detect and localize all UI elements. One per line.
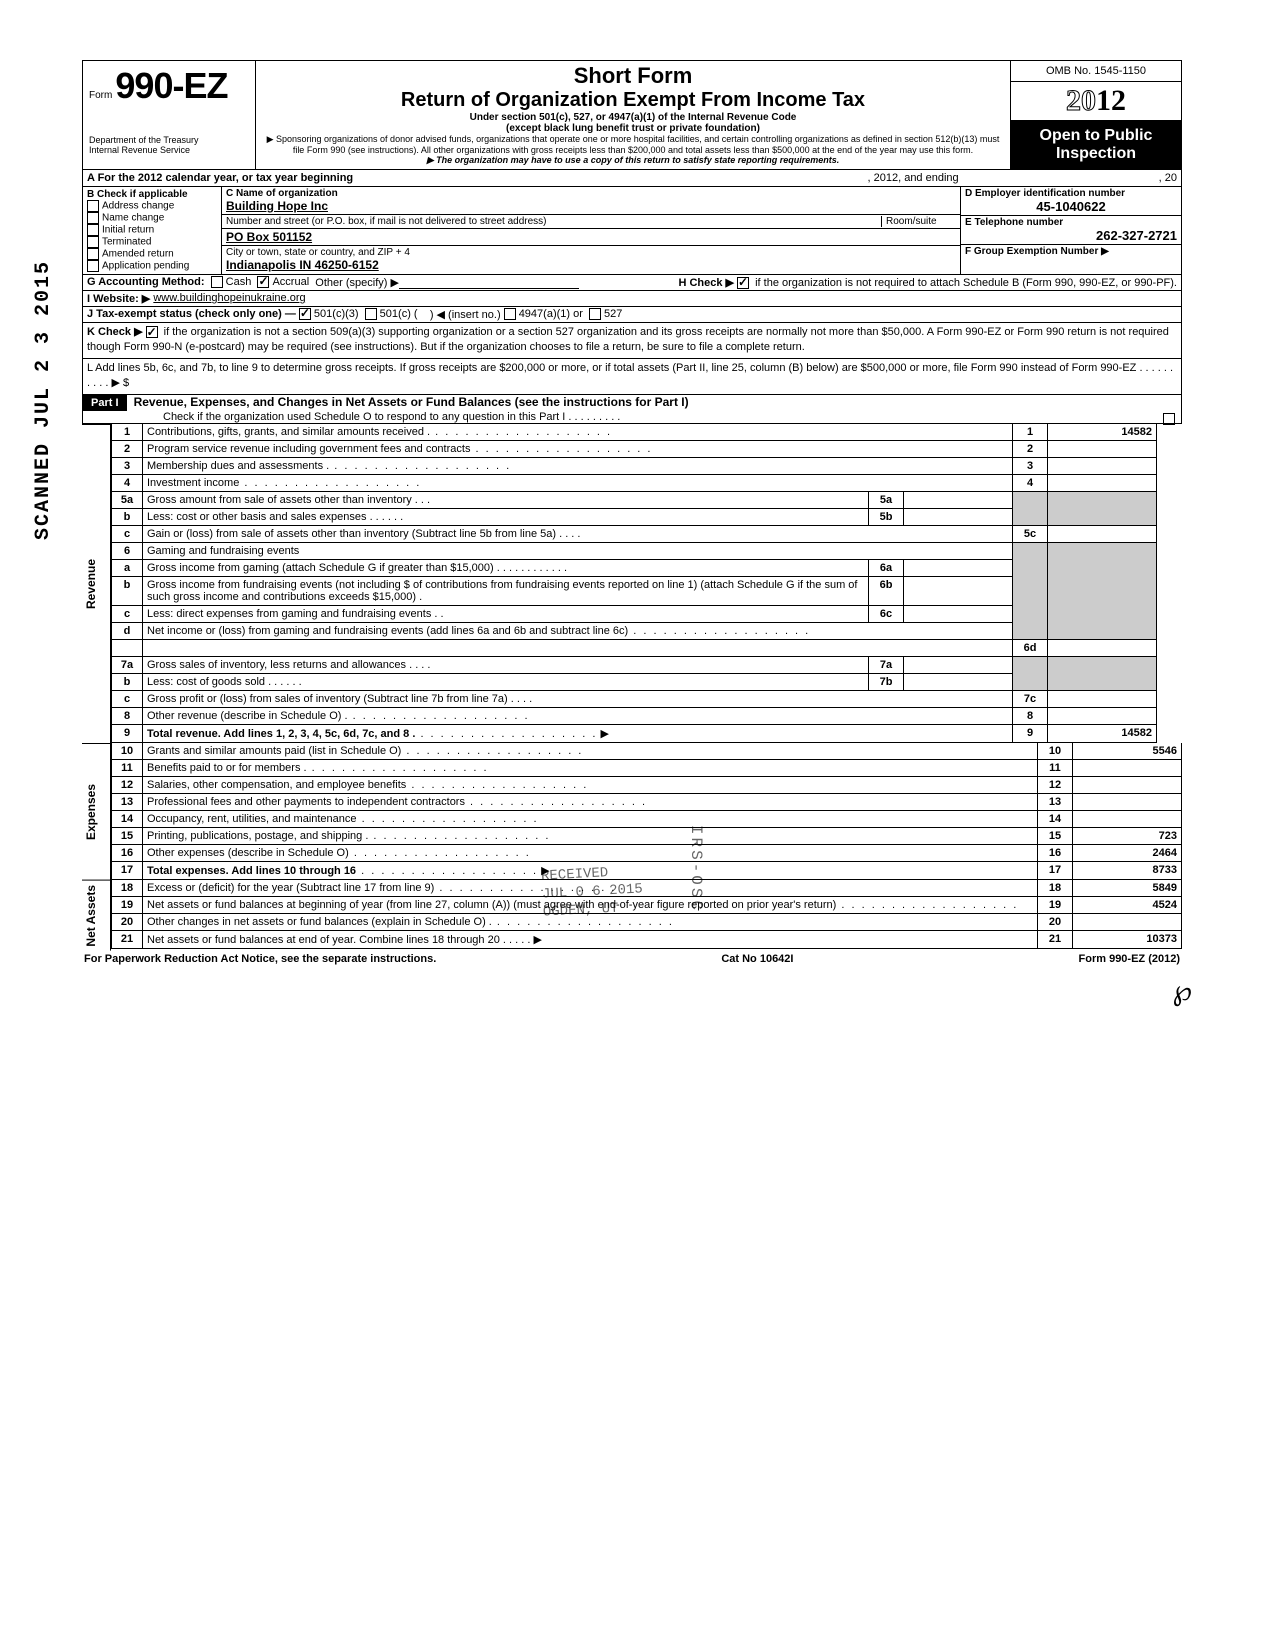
- tax-year: 2012: [1011, 82, 1181, 121]
- form-prefix: Form: [89, 90, 112, 101]
- section-b: B Check if applicable Address change Nam…: [83, 187, 222, 274]
- checkbox-address-change[interactable]: [87, 200, 99, 212]
- row-i-label: I Website: ▶: [87, 293, 150, 305]
- org-address: PO Box 501152: [226, 230, 312, 244]
- expenses-table: 10Grants and similar amounts paid (list …: [111, 743, 1182, 880]
- checkbox-accrual[interactable]: [257, 276, 269, 288]
- checkbox-application-pending[interactable]: [87, 260, 99, 272]
- netassets-table: 18Excess or (deficit) for the year (Subt…: [111, 880, 1182, 949]
- department: Department of the Treasury Internal Reve…: [89, 135, 249, 155]
- revenue-table: 1Contributions, gifts, grants, and simil…: [111, 424, 1157, 743]
- irs-osc-stamp: IRS-OSC: [687, 825, 705, 913]
- short-form-title: Short Form: [262, 63, 1004, 89]
- website: www.buildinghopeinukraine.org: [153, 292, 305, 305]
- telephone: 262-327-2721: [965, 228, 1177, 243]
- initial-mark: ℘: [1172, 974, 1192, 1008]
- subtitle-2: ▶ Sponsoring organizations of donor advi…: [262, 134, 1004, 155]
- revenue-label: Revenue: [82, 424, 111, 743]
- received-stamp: RECEIVED JUL 0 6 2015 OGDEN, UT: [541, 862, 645, 922]
- org-name: Building Hope Inc: [226, 199, 328, 213]
- part1-title: Revenue, Expenses, and Changes in Net As…: [130, 393, 693, 411]
- open-public: Open to Public Inspection: [1011, 121, 1181, 169]
- section-d-label: D Employer identification number: [965, 188, 1125, 199]
- scanned-stamp: SCANNED JUL 2 3 2015: [32, 260, 55, 540]
- checkbox-part1-scho[interactable]: [1163, 413, 1175, 425]
- netassets-label: Net Assets: [82, 880, 111, 951]
- row-h-desc: if the organization is not required to a…: [755, 277, 1177, 289]
- part1-label: Part I: [83, 395, 127, 411]
- checkbox-name-change[interactable]: [87, 212, 99, 224]
- checkbox-501c[interactable]: [365, 308, 377, 320]
- row-g-label: G Accounting Method:: [87, 276, 205, 288]
- expenses-label: Expenses: [82, 743, 111, 880]
- checkbox-initial-return[interactable]: [87, 224, 99, 236]
- form-header: Form 990-EZ Department of the Treasury I…: [82, 60, 1182, 170]
- checkbox-501c3[interactable]: [299, 308, 311, 320]
- org-city: Indianapolis IN 46250-6152: [226, 258, 379, 272]
- return-title: Return of Organization Exempt From Incom…: [262, 89, 1004, 112]
- subtitle-3: ▶ The organization may have to use a cop…: [262, 155, 1004, 166]
- row-a: A For the 2012 calendar year, or tax yea…: [82, 170, 1182, 187]
- subtitle-1: Under section 501(c), 527, or 4947(a)(1)…: [262, 112, 1004, 134]
- checkbox-4947[interactable]: [504, 308, 516, 320]
- checkbox-amended[interactable]: [87, 248, 99, 260]
- part1-check: Check if the organization used Schedule …: [83, 411, 620, 423]
- section-e-label: E Telephone number: [965, 217, 1063, 228]
- row-k-text: if the organization is not a section 509…: [87, 326, 1169, 353]
- checkbox-terminated[interactable]: [87, 236, 99, 248]
- checkbox-cash[interactable]: [211, 276, 223, 288]
- row-k-label: K Check ▶: [87, 326, 143, 338]
- section-c: C Name of organizationBuilding Hope Inc …: [222, 187, 961, 274]
- ein: 45-1040622: [965, 199, 1177, 214]
- checkbox-k[interactable]: [146, 326, 158, 338]
- checkbox-527[interactable]: [589, 308, 601, 320]
- row-l: L Add lines 5b, 6c, and 7b, to line 9 to…: [82, 359, 1182, 395]
- section-f-label: F Group Exemption Number ▶: [965, 246, 1109, 257]
- checkbox-h[interactable]: [737, 277, 749, 289]
- page-footer: For Paperwork Reduction Act Notice, see …: [82, 950, 1182, 968]
- omb-number: OMB No. 1545-1150: [1011, 61, 1181, 82]
- row-j-label: J Tax-exempt status (check only one) —: [87, 308, 296, 320]
- form-number: 990-EZ: [115, 65, 227, 106]
